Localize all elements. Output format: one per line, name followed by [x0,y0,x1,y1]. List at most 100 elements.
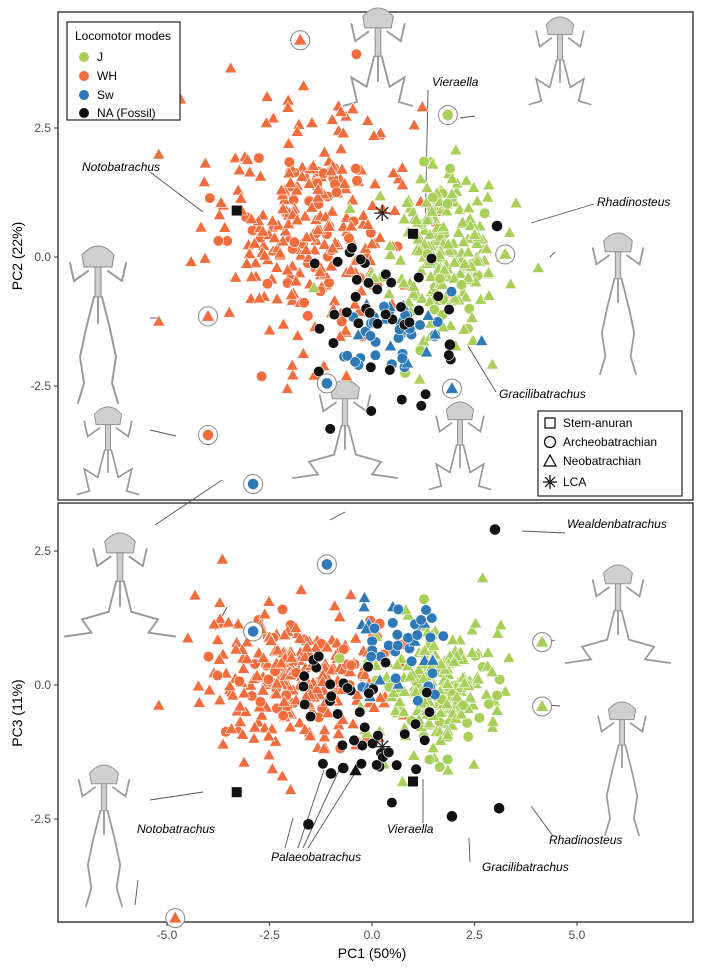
data-point-j [468,616,483,629]
data-point-wh [343,664,357,677]
data-point-j [418,155,430,168]
data-point-sw [391,629,403,641]
connector-line [302,767,341,849]
data-point-j [483,698,495,710]
data-point-j [473,712,485,724]
data-point-wh [235,727,250,740]
data-point-wh [367,700,381,713]
data-point-j [447,271,461,284]
data-point-j [471,672,485,685]
data-point-j [441,728,455,741]
data-point-wh [258,248,272,261]
data-point-sw [419,345,434,358]
data-point-wh [232,163,247,176]
data-point-wh [214,195,228,208]
data-point-na [298,670,310,682]
data-point-wh [234,191,248,204]
data-point-na [313,365,325,378]
data-point-na [371,759,383,771]
data-point-j [465,623,479,636]
data-point-wh [213,693,227,706]
frog-skeleton-center [291,379,399,479]
legend-swatch-Sw [79,90,89,100]
data-point-j [420,180,434,193]
connector-line [134,879,139,906]
data-point-wh [276,603,289,616]
data-point-j [427,638,441,651]
data-point-wh [247,236,262,249]
data-point-wh [191,679,206,692]
highlighted-point-j [535,635,549,647]
data-point-wh [330,186,343,198]
data-point-wh [270,292,284,304]
data-point-sw [357,600,371,612]
data-point-wh [324,164,339,177]
data-point-j [427,191,439,204]
data-point-wh [281,136,296,149]
data-point-j [426,157,440,170]
data-point-j [482,288,496,301]
fossil-point [489,524,501,535]
legend-label-archeobatrachian: Archeobatrachian [563,435,657,449]
data-point-wh [351,175,363,187]
data-point-wh [311,223,325,236]
data-point-wh [237,686,251,699]
data-point-wh [211,669,224,682]
data-point-wh [260,657,275,669]
data-point-wh [322,219,336,232]
connector-line [530,805,554,837]
data-point-wh [181,631,195,644]
data-point-wh [266,111,281,124]
data-point-wh [254,696,267,708]
data-point-j [485,720,500,733]
connector-line [284,817,294,849]
data-point-wh [325,204,339,217]
data-point-wh [407,118,421,131]
data-point-j [458,257,472,270]
pc3-axes: -2.5 0.0 2.5 -5.0 -2.5 0.0 2.5 5.0 [30,544,585,942]
legend-label-Sw: Sw [97,88,114,102]
data-point-wh [289,693,303,706]
data-point-wh [222,305,237,318]
data-point-j [445,186,459,199]
y-tick-label: 2.5 [34,121,51,135]
data-point-j [400,195,414,208]
data-point-wh [350,48,363,60]
data-point-j [442,753,454,766]
data-point-wh [346,102,360,114]
data-point-wh [228,151,242,163]
data-point-wh [253,152,265,164]
data-point-sw [392,603,404,615]
pc2-y-axis-title: PC2 (22%) [9,222,25,290]
data-point-wh [325,112,339,125]
data-point-na [421,686,433,699]
data-point-wh [152,698,166,711]
frog-skeleton-left-upper [69,245,127,404]
data-point-j [397,705,411,717]
highlighted-point-j [499,247,512,259]
data-point-j [455,215,470,228]
data-point-wh [292,715,307,728]
data-point-wh [256,370,268,382]
x-tick-label: 2.5 [466,928,483,942]
data-point-wh [356,208,371,221]
data-point-wh [258,607,272,620]
data-point-na [351,274,363,286]
data-point-wh [290,124,304,137]
data-point-j [406,279,421,292]
data-point-sw [369,349,382,361]
data-point-wh [242,165,257,178]
x-tick-label: 0.0 [364,928,381,942]
data-point-j [470,194,485,207]
data-point-wh [236,661,251,674]
data-point-j [462,731,474,743]
y-tick-label: 0.0 [34,250,51,264]
data-point-j [479,207,491,219]
data-point-wh [212,235,225,247]
data-point-na [365,361,377,373]
data-point-j [453,266,468,279]
highlighted-point-wh [294,33,307,45]
data-point-wh [281,100,295,113]
legend-asterisk-icon [543,475,557,489]
data-point-sw [420,604,432,616]
